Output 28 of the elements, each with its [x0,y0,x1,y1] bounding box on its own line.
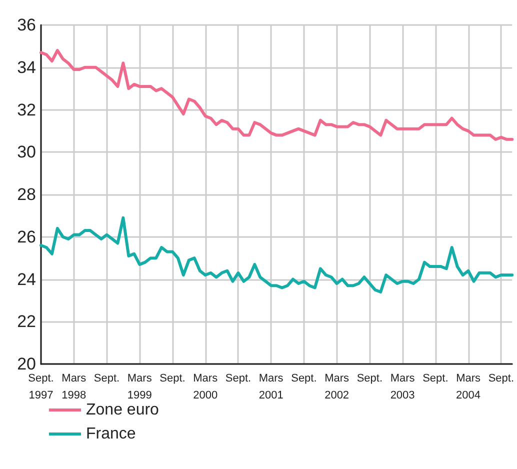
y-tick-label: 28 [17,185,36,204]
y-tick-label: 34 [17,58,36,77]
x-tick-label: Sept. [356,372,383,384]
y-tick-label: 24 [17,270,36,289]
line-series [40,48,514,141]
x-tick-label: Mars 2002 [324,372,350,402]
y-tick-label: 26 [17,227,36,246]
x-tick-label: Mars 1998 [62,372,87,402]
y-tick-label: 36 [17,16,36,34]
x-tick-label: Sept. [94,372,120,384]
x-tick-label: Mars 2001 [258,372,284,402]
line-series [40,216,514,294]
x-tick-label: Mars 1999 [127,372,152,402]
x-tick-label: Sept. 1997 [28,372,54,402]
y-tick-label: 20 [17,354,36,374]
x-tick-label: Sept. [291,372,317,384]
x-tick-label: Mars 2003 [390,372,416,402]
legend-label: France [86,426,136,442]
x-tick-label: Sept. [488,372,514,384]
y-tick-label: 22 [17,312,36,332]
y-tick-label: 32 [17,100,36,120]
y-tick-label: 30 [17,142,36,162]
x-tick-label: Sept. [422,372,448,384]
x-tick-label: Mars 2000 [193,372,218,402]
x-tick-label: Sept. [225,372,252,384]
x-tick-label: Mars 2004 [456,372,482,402]
x-tick-label: Sept. [160,372,186,384]
legend-label: Zone euro [86,402,160,418]
